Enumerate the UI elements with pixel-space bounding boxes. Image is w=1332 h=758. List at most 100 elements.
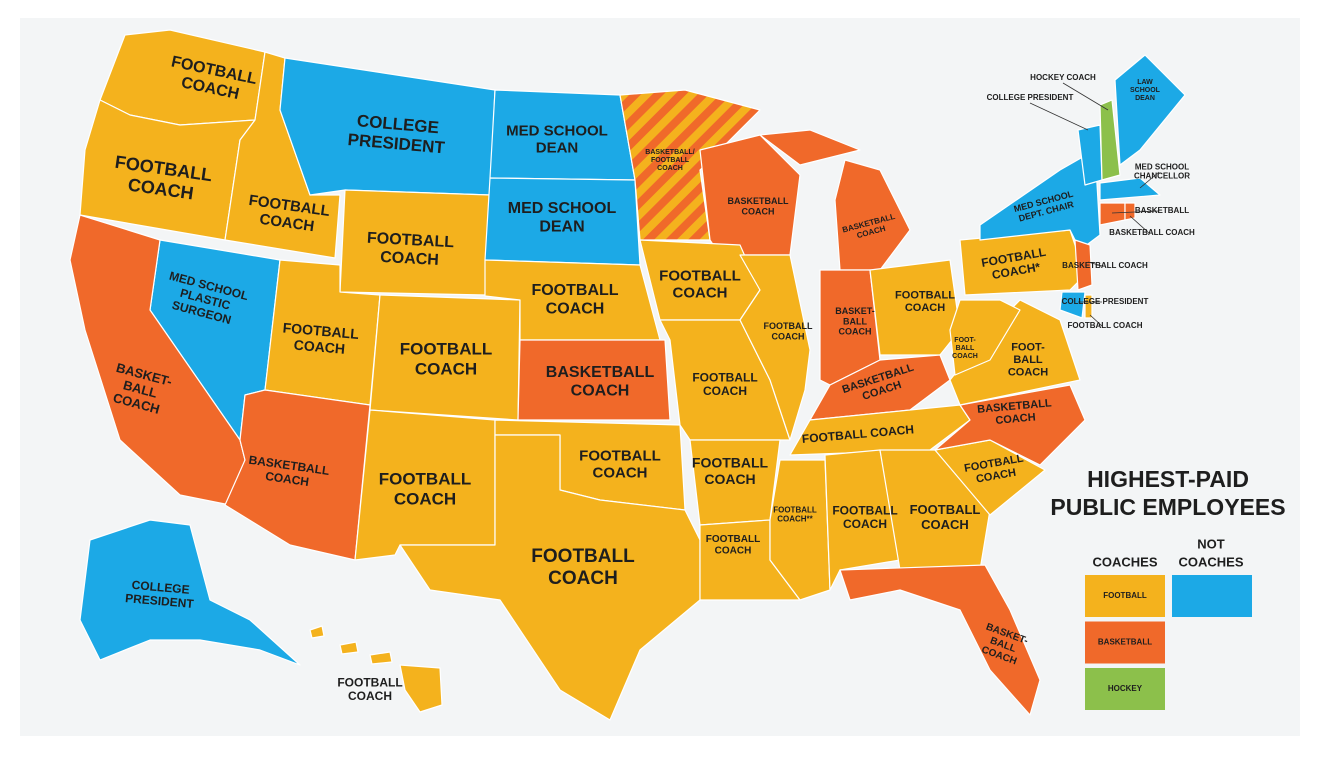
state-label: MED SCHOOL bbox=[1135, 163, 1189, 172]
leader-line bbox=[1129, 215, 1150, 234]
state-label: BASKETBALL COACH bbox=[1062, 261, 1148, 270]
state-label: FOOTBALL bbox=[692, 455, 769, 471]
leader-line bbox=[1089, 314, 1103, 327]
state-label: COACH bbox=[1008, 367, 1048, 379]
state-label: COACH bbox=[657, 165, 683, 172]
state-label: PRESIDENT bbox=[125, 591, 195, 611]
state-label: DEAN bbox=[536, 140, 579, 157]
leader-line bbox=[1139, 171, 1160, 189]
state-label: FOOTBALL bbox=[531, 546, 635, 567]
legend-header: COACHES bbox=[1092, 554, 1157, 569]
state-label: COACH bbox=[593, 465, 648, 482]
state-label: BASKETBALL bbox=[728, 196, 789, 206]
legend-label: HOCKEY bbox=[1108, 684, 1143, 693]
state bbox=[399, 434, 701, 721]
leader-line bbox=[1087, 261, 1103, 267]
state bbox=[517, 339, 671, 421]
state bbox=[1059, 291, 1086, 319]
legend-label: FOOTBALL bbox=[1103, 591, 1147, 600]
state-label: DEAN bbox=[539, 218, 584, 235]
state-label: COLLEGE PRESIDENT bbox=[987, 93, 1074, 102]
state-label: FOOTBALL bbox=[367, 230, 455, 252]
state bbox=[79, 519, 301, 666]
state-label: DEAN bbox=[1135, 95, 1155, 102]
state-label: FOOT- bbox=[954, 337, 976, 344]
state-label: FOOTBALL bbox=[337, 675, 402, 689]
state bbox=[824, 449, 901, 591]
state-label: FOOTBALL bbox=[910, 502, 981, 517]
state-label: COACH bbox=[839, 327, 872, 337]
state-label: BASKETBALL/ bbox=[645, 149, 694, 156]
state-label: COACH** bbox=[777, 515, 813, 524]
state-label: CHANCELLOR bbox=[1134, 172, 1190, 181]
state-label: BALL bbox=[956, 345, 975, 352]
state-label: COACH bbox=[394, 489, 456, 508]
state bbox=[839, 564, 1041, 716]
state bbox=[759, 129, 861, 166]
state-label: COACH bbox=[921, 517, 969, 532]
state-label: FOOTBALL bbox=[400, 340, 493, 359]
state-label: BALL bbox=[843, 316, 867, 326]
state-label: FOOTBALL bbox=[379, 470, 472, 489]
state bbox=[1099, 99, 1121, 181]
legend-header: NOT bbox=[1197, 536, 1225, 551]
state-label: FOOTBALL bbox=[579, 447, 661, 464]
state-label: COACH bbox=[548, 568, 618, 589]
state-label: COACH bbox=[673, 285, 728, 302]
state-label: COACH bbox=[264, 469, 310, 489]
state bbox=[309, 625, 325, 639]
state-label: BALL bbox=[1013, 354, 1043, 366]
state-label: COACH bbox=[703, 384, 747, 398]
state bbox=[949, 299, 1021, 376]
state bbox=[1084, 294, 1093, 319]
state-label: COLLEGE bbox=[131, 578, 190, 597]
legend-swatch bbox=[1085, 621, 1165, 664]
state bbox=[934, 384, 1086, 466]
leader-line bbox=[1029, 102, 1089, 131]
state-label: COACH bbox=[415, 359, 477, 378]
state-label: LAW bbox=[1137, 79, 1153, 86]
state-label: COACH bbox=[995, 411, 1036, 426]
state-label: FOOTBALL bbox=[773, 506, 817, 515]
state-label: COACH bbox=[952, 353, 978, 360]
state-label: FOOT- bbox=[1011, 341, 1045, 353]
state-label: BASKET- bbox=[835, 306, 875, 316]
state bbox=[979, 149, 1101, 251]
legend-swatch bbox=[1085, 668, 1165, 710]
legend-swatch bbox=[1172, 575, 1252, 617]
states bbox=[69, 29, 1186, 721]
state bbox=[789, 404, 971, 456]
state-label: COACH bbox=[571, 382, 630, 399]
state-label: FOOTBALL bbox=[651, 157, 690, 164]
state-label: COACH bbox=[843, 517, 887, 531]
state-label: FOOTBALL bbox=[692, 370, 757, 384]
state-label: SCHOOL bbox=[1130, 87, 1161, 94]
state-label: COACH bbox=[772, 332, 805, 342]
state-label: COLLEGE PRESIDENT bbox=[1062, 297, 1149, 306]
state bbox=[1124, 202, 1136, 221]
state-label: COACH bbox=[715, 545, 752, 556]
state-label: COACH bbox=[905, 302, 945, 314]
legend-swatch bbox=[1085, 575, 1165, 617]
state bbox=[399, 664, 443, 713]
leader-line bbox=[1062, 82, 1109, 111]
state-label: COACH bbox=[348, 689, 392, 703]
state-label: FOOTBALL bbox=[706, 534, 760, 545]
state bbox=[1114, 54, 1186, 166]
legend-title: PUBLIC EMPLOYEES bbox=[1050, 494, 1285, 520]
state bbox=[739, 254, 811, 441]
state-label: MED SCHOOL bbox=[508, 200, 617, 217]
legend-title: HIGHEST-PAID bbox=[1087, 466, 1249, 492]
state-label: FOOTBALL bbox=[282, 319, 360, 342]
state-label: FOOTBALL bbox=[531, 282, 618, 299]
state-label: COACH bbox=[742, 207, 775, 217]
state-label: COACH bbox=[546, 300, 605, 317]
leader-line bbox=[1111, 210, 1160, 214]
state-label: COACH bbox=[293, 337, 346, 357]
state bbox=[869, 259, 961, 356]
state-label: BASKETBALL bbox=[1135, 206, 1189, 215]
state-label: FOOTBALL bbox=[832, 503, 897, 517]
state bbox=[369, 651, 393, 665]
state-label: MED SCHOOL bbox=[506, 122, 608, 139]
